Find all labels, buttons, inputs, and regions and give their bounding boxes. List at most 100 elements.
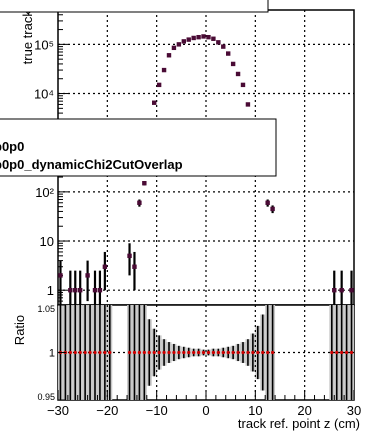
data-point [181, 39, 186, 44]
ratio-point [147, 350, 151, 355]
y-tick-label: 10⁵ [34, 37, 54, 52]
data-point [226, 51, 231, 56]
ratio-point [103, 350, 107, 355]
x-tick-label: 20 [297, 403, 311, 418]
x-tick-label: −10 [146, 403, 168, 418]
ratio-point [206, 350, 211, 355]
data-point [230, 61, 236, 67]
data-point [85, 273, 90, 278]
x-tick-label: −20 [96, 403, 118, 418]
ratio-point [340, 350, 344, 355]
ratio-point [162, 350, 166, 355]
ratio-point [221, 350, 225, 355]
ratio-point [98, 350, 102, 355]
data-point [221, 44, 226, 49]
data-point [349, 287, 354, 293]
data-point [92, 287, 98, 293]
data-point [186, 37, 191, 42]
ratio-y-tick-label: 1.05 [37, 304, 55, 314]
ratio-point [167, 350, 171, 355]
y-axis-label: true tracks [20, 3, 35, 64]
data-point [127, 253, 132, 259]
ratio-point [182, 350, 186, 355]
ratio-point [73, 350, 77, 355]
ratio-point [271, 350, 275, 355]
ratio-point [236, 350, 240, 355]
data-point [240, 82, 246, 88]
ratio-point [201, 350, 206, 355]
ratio-point [256, 350, 260, 355]
data-point [137, 200, 142, 205]
data-point [68, 287, 73, 293]
ratio-point [246, 350, 250, 355]
ratio-point [127, 350, 132, 355]
ratio-point [335, 350, 339, 355]
ratio-point [142, 350, 146, 355]
ratio-y-tick-label: 0.95 [37, 392, 55, 402]
ratio-point [251, 350, 255, 355]
data-point [142, 181, 147, 186]
ratio-point [197, 350, 201, 355]
ratio-point [211, 350, 215, 355]
title-box [0, 0, 269, 13]
ratio-point [93, 350, 97, 355]
data-point [206, 34, 211, 40]
data-point [196, 34, 201, 40]
ratio-point [216, 350, 220, 355]
data-point [78, 287, 83, 293]
x-tick-label: 0 [202, 403, 209, 418]
legend-entry-1: p0p0 [0, 139, 24, 154]
ratio-point [345, 350, 349, 355]
data-point [332, 287, 337, 293]
data-point [339, 287, 344, 293]
ratio-point [330, 350, 334, 355]
ratio-point [349, 350, 354, 355]
ratio-point [137, 350, 141, 355]
data-point [265, 200, 270, 205]
ratio-point [83, 350, 87, 355]
data-point [132, 264, 137, 269]
x-tick-label: 30 [347, 403, 361, 418]
x-axis-label: track ref. point z (cm) [238, 416, 360, 431]
ratio-point [88, 350, 92, 355]
data-point [211, 36, 216, 41]
data-point [270, 206, 275, 212]
y-tick-label: 10 [40, 234, 54, 249]
data-point [58, 273, 63, 278]
ratio-point [152, 350, 156, 355]
data-point [161, 67, 167, 73]
data-point [73, 287, 78, 293]
ratio-point [226, 350, 230, 355]
ratio-point [78, 350, 82, 355]
legend-entry-2: p0p0_dynamicChi2CutOverlap [0, 157, 183, 172]
ratio-point [241, 350, 245, 355]
data-point [235, 71, 241, 77]
ratio-point [261, 350, 265, 355]
x-tick-label: 10 [248, 403, 262, 418]
ratio-axis-label: Ratio [12, 315, 27, 345]
data-point [97, 287, 103, 293]
ratio-point [68, 350, 72, 355]
y-tick-label: 10² [35, 185, 54, 200]
data-point [176, 42, 182, 47]
ratio-point [172, 350, 176, 355]
ratio-point [177, 350, 181, 355]
data-point [191, 35, 196, 41]
legend-box [0, 118, 277, 177]
y-tick-label: 1 [47, 283, 54, 298]
ratio-plot-area: 0.95 1 1.05 −30 −20 −10 0 10 20 30 [37, 304, 361, 418]
data-point [245, 102, 251, 107]
data-point [166, 53, 172, 58]
data-point [102, 264, 108, 269]
ratio-point [187, 350, 191, 355]
ratio-point [132, 350, 137, 355]
data-point [152, 100, 157, 105]
ratio-point [266, 350, 270, 355]
x-tick-label: −30 [47, 403, 69, 418]
legend: p0p0 p0p0_dynamicChi2CutOverlap [0, 118, 277, 177]
ratio-y-tick-label: 1 [49, 348, 55, 360]
ratio-point [231, 350, 235, 355]
ratio-point [157, 350, 161, 355]
data-point [156, 82, 162, 88]
